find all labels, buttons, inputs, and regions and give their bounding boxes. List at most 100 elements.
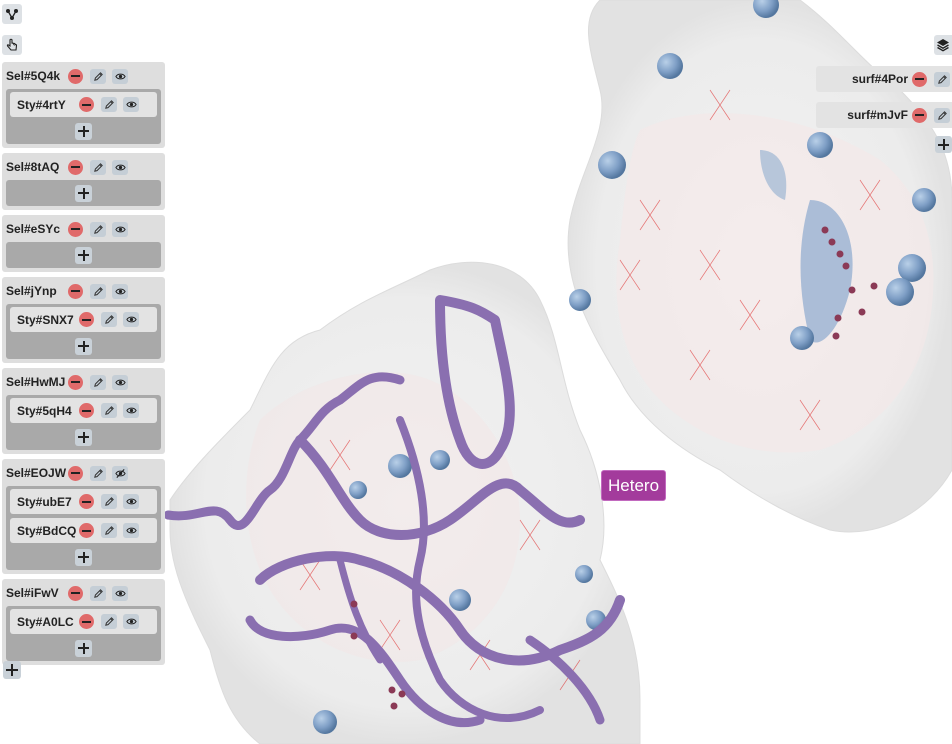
pencil-icon [93,377,104,388]
edit-style-button[interactable] [101,614,117,629]
eye-icon [114,162,126,173]
pencil-icon [104,496,115,507]
edit-surface-button[interactable] [934,107,950,123]
remove-selection-icon[interactable] [68,585,83,601]
ligand-left [350,600,406,710]
remove-surface-icon[interactable] [912,71,927,87]
remove-selection-icon[interactable] [68,283,83,299]
edit-style-button[interactable] [101,97,117,112]
selection-name: Sel#iFwV [6,586,59,600]
pencil-icon [937,74,948,85]
molecule-button[interactable] [2,4,22,24]
eye-icon [125,314,137,325]
style-row: Sty#A0LC [10,609,157,634]
edit-style-button[interactable] [101,403,117,418]
remove-style-icon[interactable] [79,403,94,418]
ligand-right [821,226,878,340]
edit-selection-button[interactable] [90,68,106,84]
toggle-selection-visibility-button[interactable] [112,465,128,481]
pencil-icon [93,588,104,599]
eye-icon [114,224,126,235]
toggle-selection-visibility-button[interactable] [112,68,128,84]
style-group [6,242,161,268]
add-style-button[interactable] [75,122,92,140]
toggle-selection-visibility-button[interactable] [112,283,128,299]
pencil-icon [937,110,948,121]
selection-name: Sel#5Q4k [6,69,61,83]
edit-surface-button[interactable] [934,71,950,87]
eye-off-icon [114,468,126,479]
edit-selection-button[interactable] [90,465,106,481]
toggle-selection-visibility-button[interactable] [112,159,128,175]
add-surface-button[interactable] [935,136,952,153]
add-style-row [10,547,157,567]
protein-ribbon [163,295,625,728]
toggle-style-visibility-button[interactable] [123,403,139,418]
pencil-icon [93,224,104,235]
remove-style-icon[interactable] [79,312,94,327]
pencil-icon [104,405,115,416]
layers-button[interactable] [934,35,952,55]
add-style-button[interactable] [75,246,92,264]
layers-icon [937,39,949,52]
selection-header: Sel#eSYc [6,218,161,240]
remove-selection-icon[interactable] [68,465,83,481]
add-style-button[interactable] [75,548,92,566]
add-style-row [10,183,157,203]
add-selection-button[interactable] [3,661,21,679]
edit-style-button[interactable] [101,494,117,509]
edit-selection-button[interactable] [90,159,106,175]
add-style-button[interactable] [75,428,92,446]
remove-style-icon[interactable] [79,494,94,509]
selection-panel: Sel#5Q4k Sty#4rtY Sel#8tAQ Sel#eSYc Sel#jYnp… [2,62,165,670]
style-row: Sty#ubE7 [10,489,157,514]
remove-style-icon[interactable] [79,614,94,629]
toggle-selection-visibility-button[interactable] [112,585,128,601]
surface-name: surf#4Por [851,72,908,86]
remove-style-icon[interactable] [79,523,94,538]
eye-icon [125,99,137,110]
remove-selection-icon[interactable] [68,159,83,175]
eye-icon [114,588,126,599]
toggle-style-visibility-button[interactable] [123,312,139,327]
toggle-selection-visibility-button[interactable] [112,221,128,237]
toggle-style-visibility-button[interactable] [123,494,139,509]
style-row: Sty#BdCQ [10,518,157,543]
surface-right [567,0,952,533]
toggle-style-visibility-button[interactable] [123,97,139,112]
selection-block: Sel#5Q4k Sty#4rtY [2,62,165,148]
add-style-row [10,427,157,447]
add-style-row [10,121,157,141]
remove-style-icon[interactable] [79,97,94,112]
toggle-style-visibility-button[interactable] [123,523,139,538]
style-group: Sty#ubE7 Sty#BdCQ [6,486,161,570]
edit-selection-button[interactable] [90,221,106,237]
edit-selection-button[interactable] [90,585,106,601]
edit-style-button[interactable] [101,523,117,538]
remove-selection-icon[interactable] [68,221,83,237]
selection-block: Sel#jYnp Sty#SNX7 [2,277,165,363]
add-style-button[interactable] [75,184,92,202]
remove-selection-icon[interactable] [68,68,83,84]
edit-selection-button[interactable] [90,374,106,390]
pointer-button[interactable] [2,35,22,55]
atom-spheres-left [313,450,606,734]
add-style-button[interactable] [75,337,92,355]
eye-icon [125,525,137,536]
edit-style-button[interactable] [101,312,117,327]
edit-selection-button[interactable] [90,283,106,299]
toggle-selection-visibility-button[interactable] [112,374,128,390]
remove-surface-icon[interactable] [912,107,927,123]
add-style-button[interactable] [75,639,92,657]
remove-selection-icon[interactable] [68,374,83,390]
add-style-row [10,638,157,658]
pencil-icon [93,71,104,82]
wireframe-right [619,89,881,431]
toggle-style-visibility-button[interactable] [123,614,139,629]
molecule-icon [6,9,18,20]
wireframe-left [299,439,581,691]
eye-icon [114,377,126,388]
eye-icon [125,405,137,416]
style-name: Sty#ubE7 [17,494,72,509]
